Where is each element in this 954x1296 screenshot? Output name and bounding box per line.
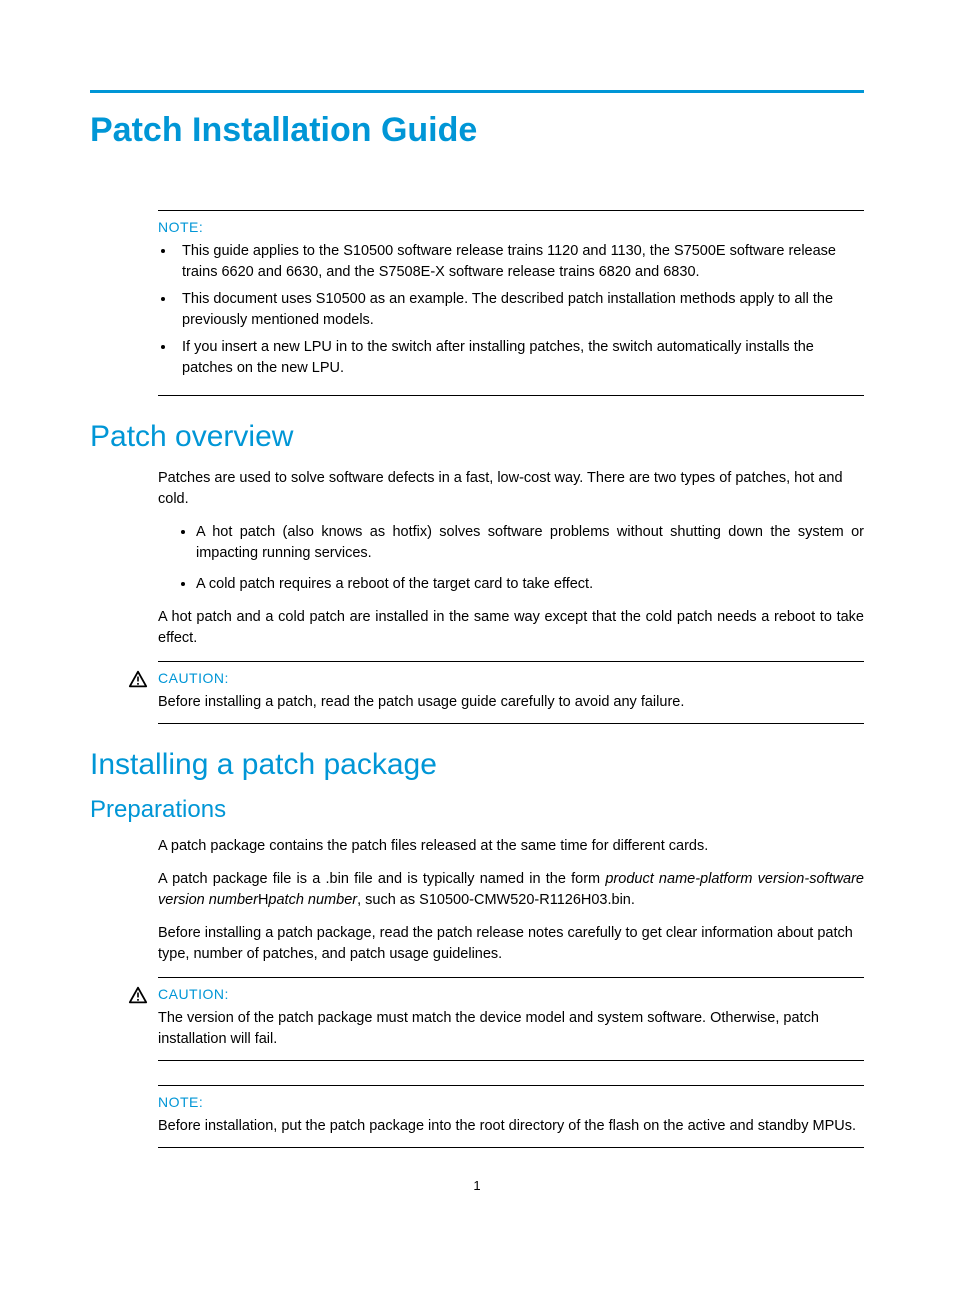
page-number: 1 [90,1178,864,1193]
install-p3: Before installing a patch package, read … [158,923,864,965]
subsection-heading-preparations: Preparations [90,796,864,824]
caution-box-2: CAUTION: The version of the patch packag… [158,977,864,1061]
overview-item: A hot patch (also knows as hotfix) solve… [196,522,864,564]
caution-box-1: CAUTION: Before installing a patch, read… [158,661,864,724]
note-box-1: NOTE: This guide applies to the S10500 s… [158,210,864,396]
note-box-2: NOTE: Before installation, put the patch… [158,1085,864,1148]
caution-text: Before installing a patch, read the patc… [158,692,864,713]
note-label: NOTE: [158,219,864,235]
caution-triangle-icon [128,670,148,688]
note-item: This guide applies to the S10500 softwar… [176,241,864,283]
note-item: This document uses S10500 as an example.… [176,289,864,331]
install-p2: A patch package file is a .bin file and … [158,869,864,911]
install-body: A patch package contains the patch files… [158,836,864,965]
text: H [258,892,268,908]
page-title: Patch Installation Guide [90,111,864,150]
note-item: If you insert a new LPU in to the switch… [176,337,864,379]
top-rule [90,90,864,93]
note-label: NOTE: [158,1094,864,1110]
overview-body: Patches are used to solve software defec… [158,468,864,649]
note-list: This guide applies to the S10500 softwar… [158,241,864,379]
note-text: Before installation, put the patch packa… [158,1116,864,1137]
overview-item: A cold patch requires a reboot of the ta… [196,574,864,595]
caution-triangle-icon [128,986,148,1004]
section-heading-install: Installing a patch package [90,748,864,782]
text-italic: patch number [268,892,357,908]
overview-intro: Patches are used to solve software defec… [158,468,864,510]
install-p1: A patch package contains the patch files… [158,836,864,857]
caution-label: CAUTION: [158,986,864,1002]
text: A patch package file is a .bin file and … [158,871,605,887]
overview-outro: A hot patch and a cold patch are install… [158,607,864,649]
section-heading-overview: Patch overview [90,420,864,454]
text: , such as S10500-CMW520-R1126H03.bin. [357,892,635,908]
caution-label: CAUTION: [158,670,864,686]
overview-list: A hot patch (also knows as hotfix) solve… [158,522,864,595]
caution-text: The version of the patch package must ma… [158,1008,864,1050]
